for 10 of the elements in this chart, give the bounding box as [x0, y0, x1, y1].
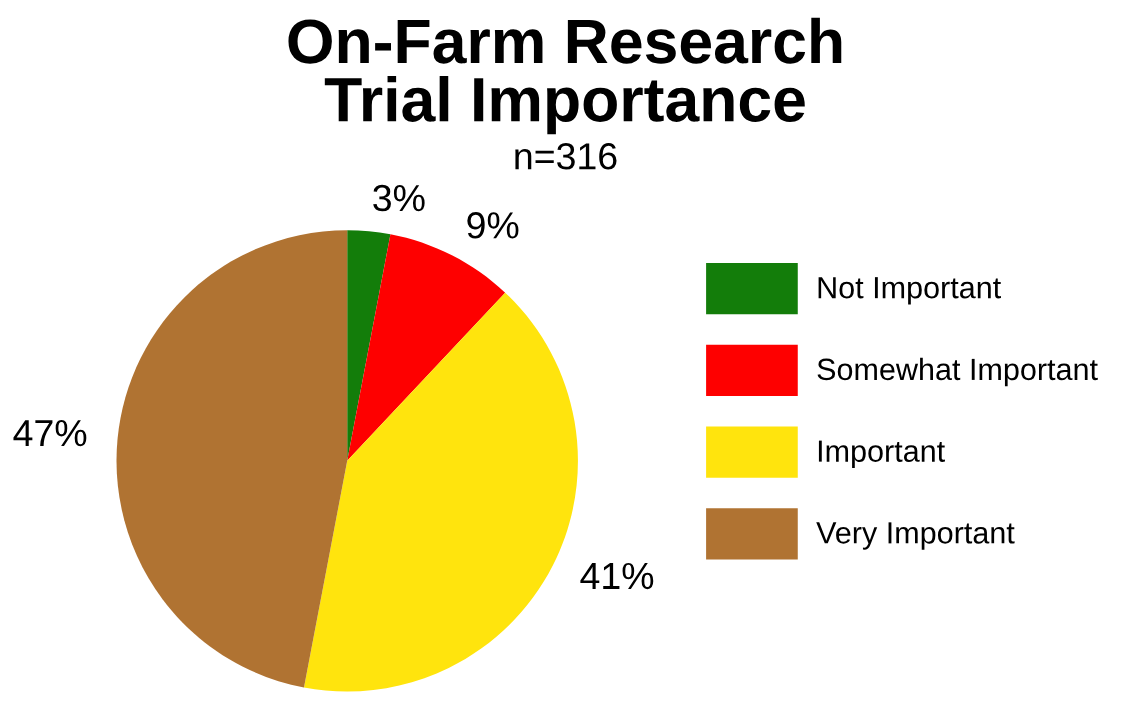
legend-label: Somewhat Important [817, 357, 1098, 387]
data-label: 41% [580, 562, 654, 590]
legend-label: Important [818, 440, 945, 468]
legend-label: Not Important [818, 277, 1001, 305]
legend-label: Very Important [816, 522, 1015, 550]
data-label: 9% [467, 212, 519, 239]
data-label: 3% [373, 184, 425, 212]
data-label: 47% [13, 419, 87, 447]
chart-subtitle: n=316 [515, 143, 617, 170]
chart-title: On-Farm Research Trial Importance [288, 17, 842, 135]
